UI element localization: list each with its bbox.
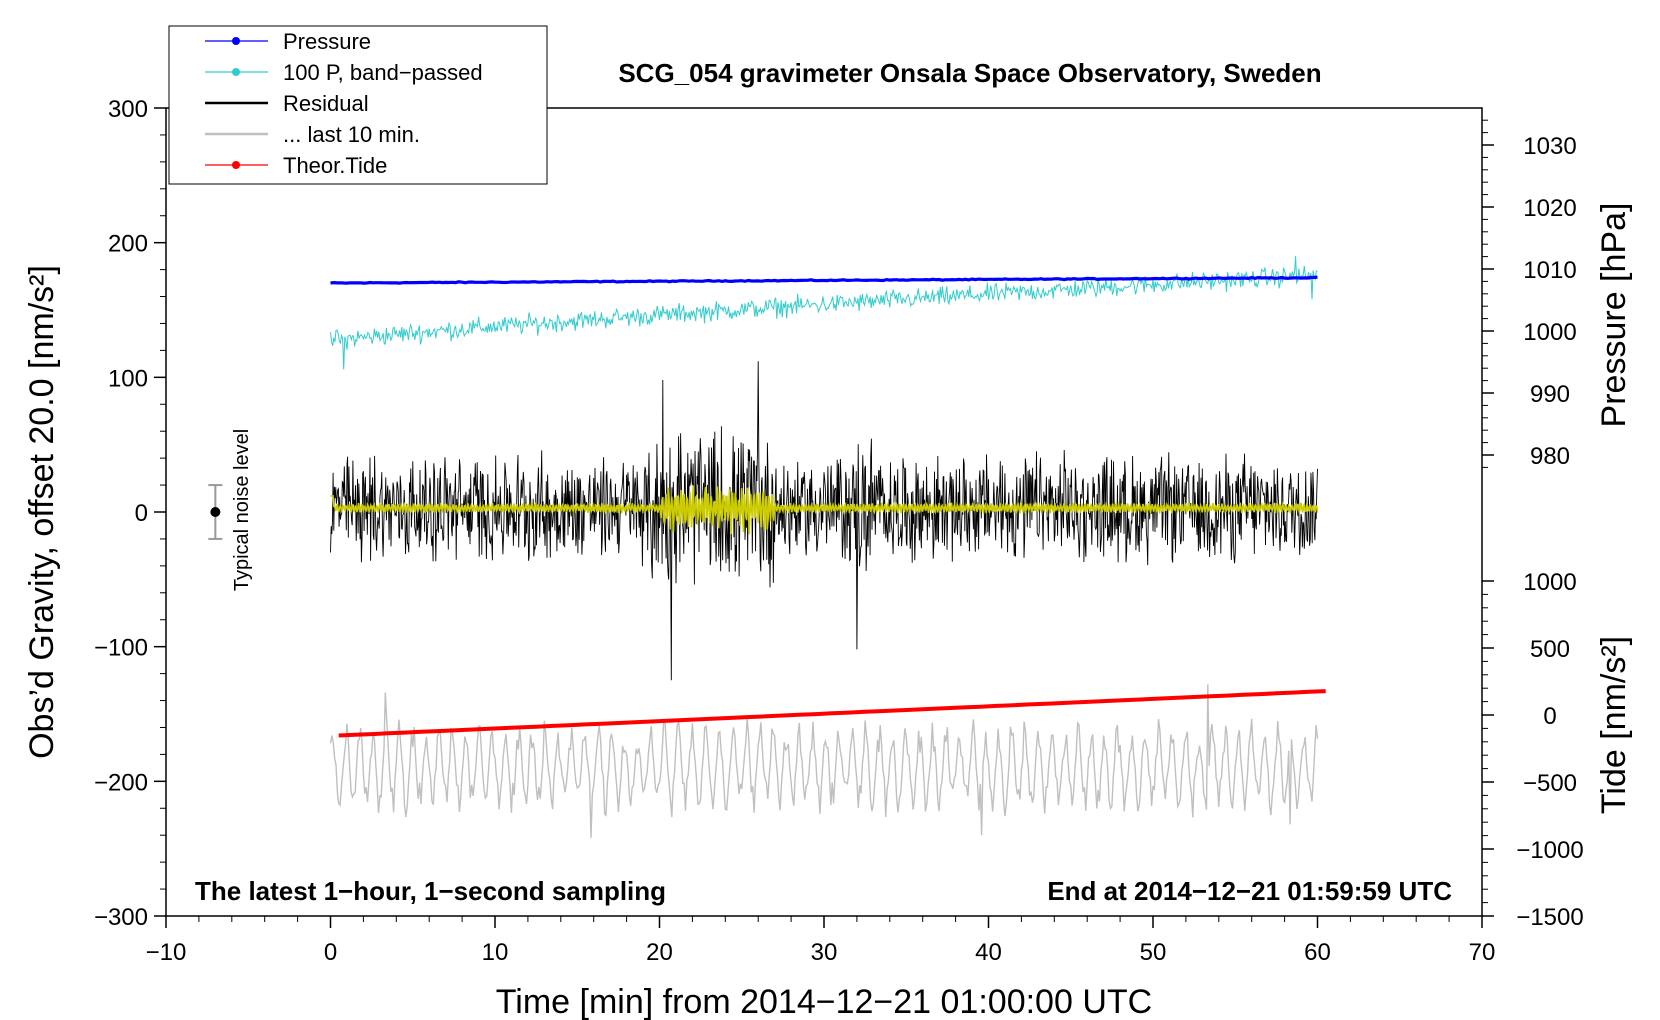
tide-tick-label: −1500 — [1516, 904, 1583, 931]
y-tick-label: −300 — [94, 904, 148, 931]
noise-level-label: Typical noise level — [231, 429, 253, 591]
legend-label: 100 P, band−passed — [283, 60, 483, 85]
noise-bar-dot — [210, 507, 221, 517]
y-axis-left-title: Obs’d Gravity, offset 20.0 [nm/s²] — [23, 265, 61, 759]
y-tick-label: −100 — [94, 635, 148, 662]
legend-marker — [232, 37, 240, 45]
tide-tick-label: 500 — [1530, 636, 1570, 663]
y-tick-label: 0 — [135, 500, 148, 527]
pressure-tick-label: 1010 — [1523, 257, 1576, 284]
y-tick-label: 200 — [108, 231, 148, 258]
y-tick-label: 300 — [108, 96, 148, 123]
legend-item: 100 P, band−passed — [205, 60, 483, 85]
x-axis-title: Time [min] from 2014−12−21 01:00:00 UTC — [496, 983, 1152, 1020]
pressure-axis-title: Pressure [hPa] — [1595, 203, 1633, 428]
series-theor-tide — [338, 689, 1326, 738]
pressure-tick-label: 1000 — [1523, 319, 1576, 346]
annotation-end-time: End at 2014−12−21 01:59:59 UTC — [1047, 876, 1452, 906]
y-tick-label: 100 — [108, 365, 148, 392]
legend-label: Theor.Tide — [283, 153, 387, 178]
legend-label: Residual — [283, 91, 369, 116]
x-tick-label: 30 — [811, 939, 838, 966]
x-tick-label: 40 — [975, 939, 1002, 966]
tide-axis-title: Tide [nm/s²] — [1595, 636, 1633, 814]
x-axis-ticks: −10 0 10 20 30 40 50 60 70 — [146, 916, 1496, 966]
annotation-sampling: The latest 1−hour, 1−second sampling — [195, 876, 666, 906]
series-last-10-min — [329, 684, 1319, 838]
x-tick-label: 50 — [1140, 939, 1167, 966]
legend-item: Residual — [205, 91, 369, 116]
tide-tick-label: 1000 — [1523, 569, 1576, 596]
pressure-axis-ticks: 1030 1020 1010 1000 990 980 — [1482, 119, 1577, 470]
y-tick-label: −200 — [94, 769, 148, 796]
series-residual — [330, 361, 1318, 681]
series-pressure — [330, 275, 1318, 285]
legend-label: Pressure — [283, 29, 371, 54]
tide-tick-label: 0 — [1543, 703, 1556, 730]
legend-item: Pressure — [205, 29, 371, 54]
x-tick-label: 70 — [1469, 939, 1496, 966]
x-tick-label: −10 — [146, 939, 187, 966]
y-axis-left-ticks: 300 200 100 0 −100 −200 −300 — [94, 96, 166, 931]
x-tick-label: 60 — [1304, 939, 1331, 966]
legend-marker — [232, 161, 240, 169]
series-pressure-bandpassed — [330, 256, 1318, 370]
pressure-tick-label: 1030 — [1523, 133, 1576, 160]
pressure-tick-label: 980 — [1530, 443, 1570, 470]
legend-marker — [232, 68, 240, 76]
tide-axis-ticks: 1000 500 0 −500 −1000 −1500 — [1482, 569, 1584, 931]
noise-level-indicator — [208, 484, 223, 540]
legend: Pressure 100 P, band−passed Residual ... la… — [168, 25, 548, 185]
x-tick-label: 20 — [646, 939, 673, 966]
tide-tick-label: −1000 — [1516, 837, 1583, 864]
legend-item: ... last 10 min. — [205, 122, 420, 147]
pressure-tick-label: 990 — [1530, 381, 1570, 408]
legend-box — [168, 25, 548, 185]
x-tick-label: 0 — [324, 939, 337, 966]
legend-item: Theor.Tide — [205, 153, 387, 178]
series-layer — [329, 256, 1326, 838]
series-residual-smoothed — [330, 485, 1319, 535]
chart-title: SCG_054 gravimeter Onsala Space Observat… — [618, 58, 1321, 88]
x-tick-label: 10 — [482, 939, 509, 966]
legend-label: ... last 10 min. — [283, 122, 420, 147]
tide-tick-label: −500 — [1523, 770, 1577, 797]
pressure-tick-label: 1020 — [1523, 195, 1576, 222]
